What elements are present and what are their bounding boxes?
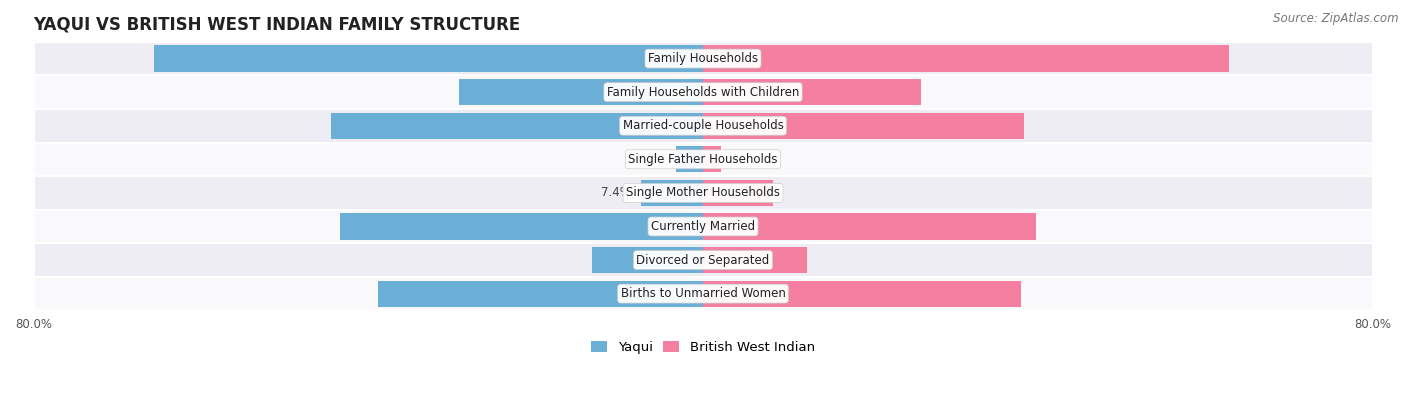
Bar — [703, 79, 921, 105]
Text: Family Households with Children: Family Households with Children — [607, 86, 799, 99]
Text: 13.3%: 13.3% — [652, 254, 693, 267]
Text: 65.6%: 65.6% — [652, 52, 693, 65]
Text: Births to Unmarried Women: Births to Unmarried Women — [620, 287, 786, 300]
Text: 62.8%: 62.8% — [713, 52, 754, 65]
Bar — [641, 180, 703, 206]
Bar — [703, 247, 807, 273]
Text: Single Mother Households: Single Mother Households — [626, 186, 780, 199]
Bar — [340, 213, 703, 240]
Bar — [460, 79, 703, 105]
Text: YAQUI VS BRITISH WEST INDIAN FAMILY STRUCTURE: YAQUI VS BRITISH WEST INDIAN FAMILY STRU… — [34, 15, 520, 33]
Text: 26.0%: 26.0% — [713, 86, 754, 99]
Text: 38.8%: 38.8% — [652, 287, 693, 300]
Text: 8.4%: 8.4% — [713, 186, 747, 199]
Bar — [703, 113, 1024, 139]
Bar — [378, 280, 703, 307]
Text: 43.4%: 43.4% — [652, 220, 693, 233]
Bar — [155, 45, 703, 71]
Bar — [703, 280, 1021, 307]
Text: 29.1%: 29.1% — [652, 86, 693, 99]
Bar — [330, 113, 703, 139]
Legend: Yaqui, British West Indian: Yaqui, British West Indian — [592, 341, 814, 354]
Bar — [34, 277, 1372, 310]
Text: 7.4%: 7.4% — [602, 186, 631, 199]
Bar — [34, 243, 1372, 277]
Bar — [34, 109, 1372, 143]
Bar — [34, 210, 1372, 243]
Bar — [703, 213, 1036, 240]
Bar — [34, 143, 1372, 176]
Text: 44.5%: 44.5% — [652, 119, 693, 132]
Text: 38.0%: 38.0% — [713, 287, 754, 300]
Bar — [703, 180, 773, 206]
Text: Single Father Households: Single Father Households — [628, 153, 778, 166]
Bar — [592, 247, 703, 273]
Text: Family Households: Family Households — [648, 52, 758, 65]
Text: Source: ZipAtlas.com: Source: ZipAtlas.com — [1274, 12, 1399, 25]
Bar — [34, 176, 1372, 210]
Bar — [676, 146, 703, 172]
Bar — [703, 146, 721, 172]
Text: Divorced or Separated: Divorced or Separated — [637, 254, 769, 267]
Text: 39.8%: 39.8% — [713, 220, 754, 233]
Text: 38.3%: 38.3% — [713, 119, 754, 132]
Bar — [703, 45, 1229, 71]
Bar — [34, 42, 1372, 75]
Text: 12.4%: 12.4% — [713, 254, 754, 267]
Text: 3.2%: 3.2% — [637, 153, 666, 166]
Bar — [34, 75, 1372, 109]
Text: Married-couple Households: Married-couple Households — [623, 119, 783, 132]
Text: Currently Married: Currently Married — [651, 220, 755, 233]
Text: 2.2%: 2.2% — [731, 153, 761, 166]
